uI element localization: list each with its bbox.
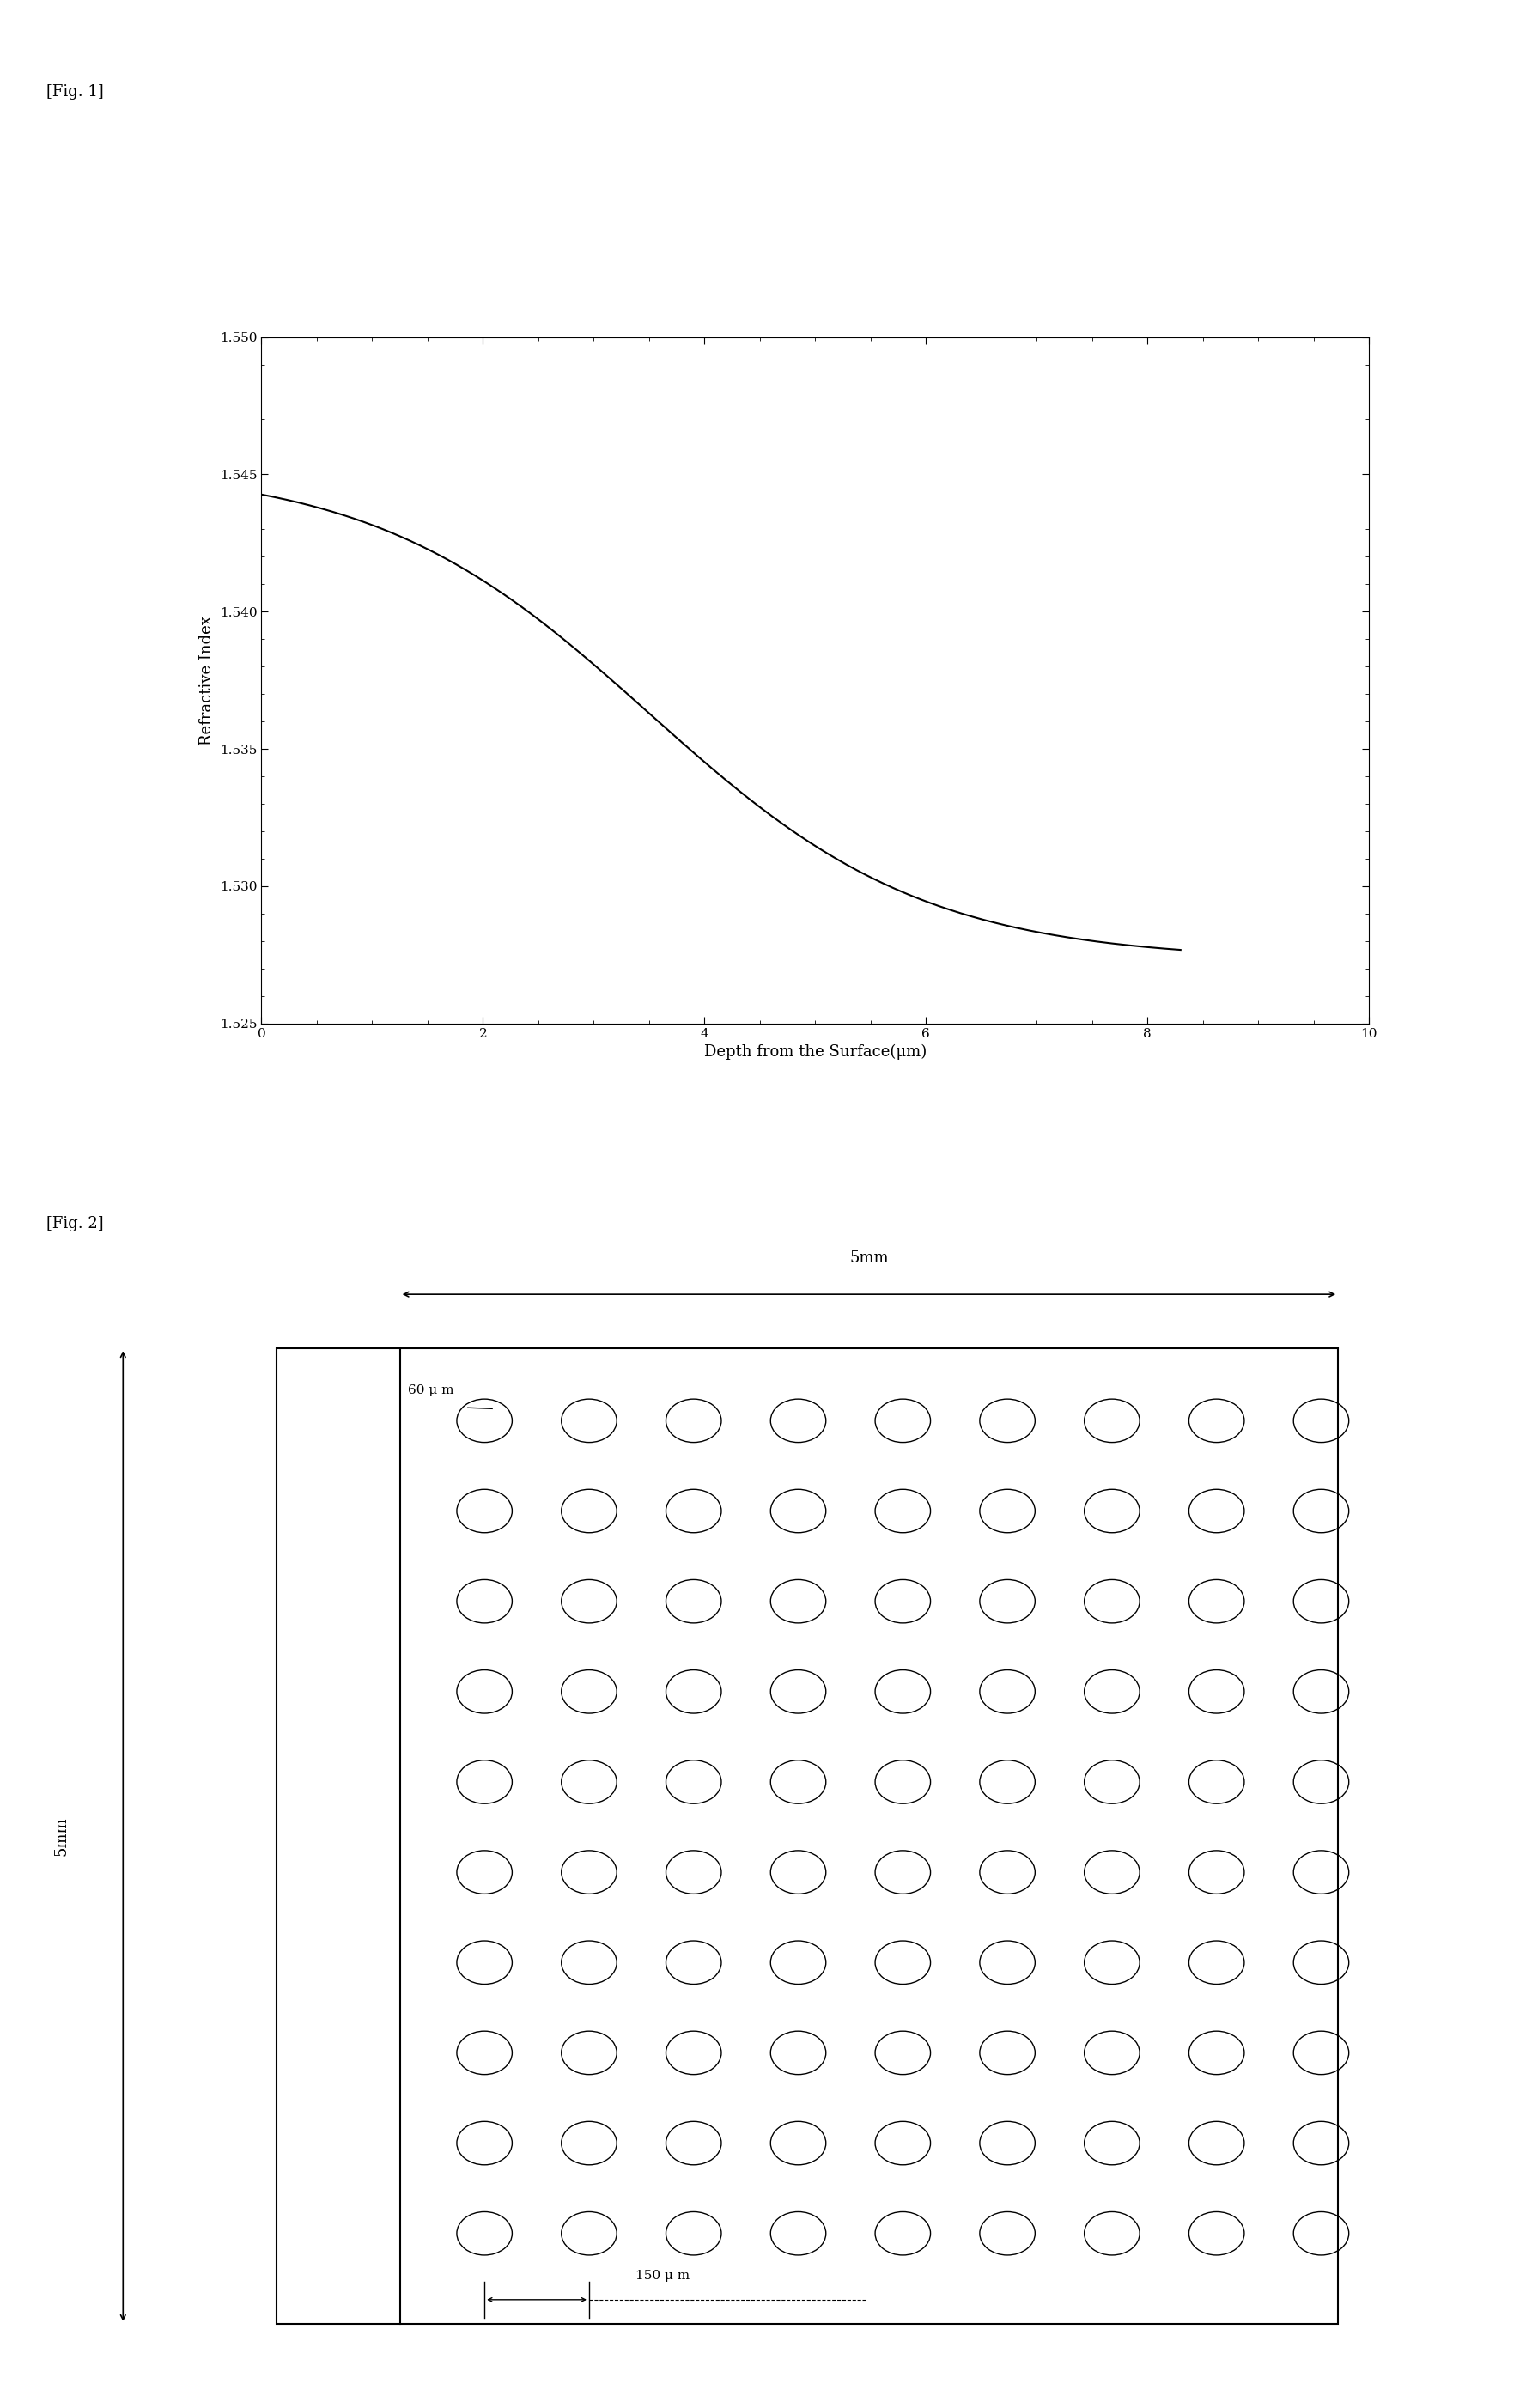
Text: 60 μ m: 60 μ m [408, 1385, 454, 1397]
Text: 5mm: 5mm [54, 1816, 69, 1857]
Text: [Fig. 2]: [Fig. 2] [46, 1216, 103, 1230]
Bar [277, 1348, 1338, 2324]
Text: [Fig. 1]: [Fig. 1] [46, 84, 103, 99]
Y-axis label: Refractive Index: Refractive Index [200, 616, 215, 744]
X-axis label: Depth from the Surface(μm): Depth from the Surface(μm) [704, 1045, 926, 1060]
Text: 150 μ m: 150 μ m [635, 2271, 689, 2283]
Text: 5mm: 5mm [849, 1250, 889, 1267]
